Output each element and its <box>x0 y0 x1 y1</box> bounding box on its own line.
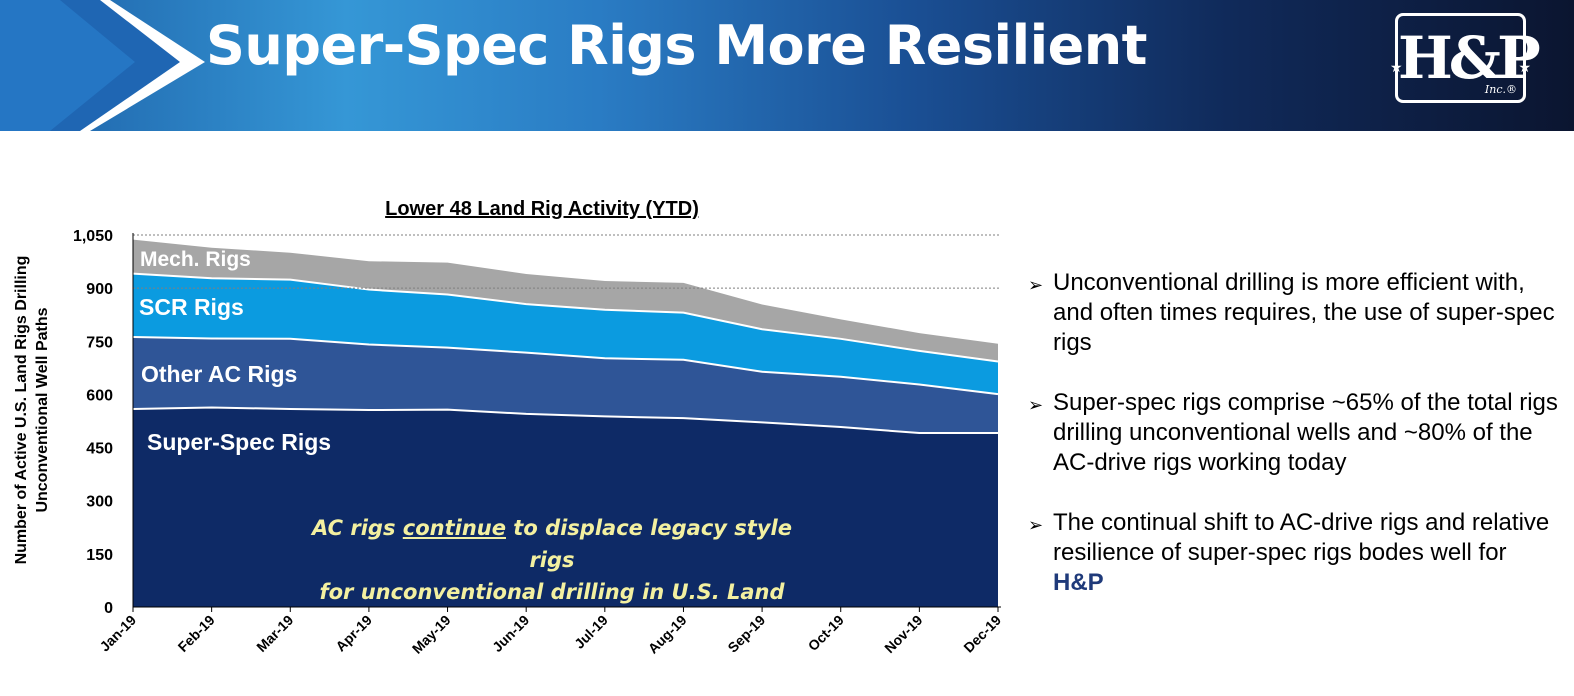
y-axis-label: Number of Active U.S. Land Rigs Drilling… <box>13 255 51 565</box>
series-boundary-line <box>132 272 999 363</box>
y-tick-label: 0 <box>104 600 113 617</box>
bullet-item: ➢ The continual shift to AC-drive rigs a… <box>1028 508 1558 598</box>
x-tick-label: Sep-19 <box>724 612 768 656</box>
x-tick-label: Nov-19 <box>881 612 925 656</box>
bullet-text: Super-spec rigs comprise ~65% of the tot… <box>1053 389 1558 476</box>
x-tick-label: Jun-19 <box>489 612 532 655</box>
y-tick-label: 150 <box>86 547 113 564</box>
arrowhead-bullet-icon: ➢ <box>1028 275 1044 295</box>
x-tick-label: Dec-19 <box>960 612 1004 656</box>
star-icon: ★ <box>1390 59 1403 75</box>
x-tick-label: May-19 <box>409 612 454 657</box>
arrowhead-bullet-icon: ➢ <box>1028 395 1044 415</box>
star-icon: ★ <box>1518 59 1531 75</box>
annotation-pre: AC rigs <box>312 516 403 540</box>
slide-title: Super-Spec Rigs More Resilient <box>206 14 1147 77</box>
y-tick-label: 600 <box>86 387 113 404</box>
logo-subtext: Inc.® <box>1484 83 1517 96</box>
x-tick-label: Oct-19 <box>805 612 847 654</box>
x-tick-label: Apr-19 <box>332 612 375 655</box>
x-tick-label: Jan-19 <box>96 612 139 655</box>
bullet-text: The continual shift to AC-drive rigs and… <box>1053 509 1550 566</box>
x-tick-label: Jul-19 <box>571 612 611 652</box>
hp-logo: ★ ★ H&P Inc.® <box>1390 13 1541 103</box>
series-boundary-line <box>132 406 998 435</box>
area-scr-rigs <box>133 273 998 395</box>
y-tick-label: 300 <box>86 494 113 511</box>
y-tick-label: 1,050 <box>73 228 113 245</box>
brand-name: H&P <box>1053 569 1104 596</box>
header-banner: Super-Spec Rigs More Resilient ★ ★ H&P I… <box>0 0 1574 131</box>
bullet-text: Unconventional drilling is more efficien… <box>1053 269 1555 356</box>
logo-text: H&P <box>1398 24 1541 92</box>
annotation-emphasis: continue <box>402 516 506 540</box>
x-tick-label: Feb-19 <box>175 612 218 655</box>
annotation-post: to displace legacy style rigs <box>505 516 792 572</box>
bullet-list: ➢ Unconventional drilling is more effici… <box>1028 268 1558 598</box>
arrowhead-bullet-icon: ➢ <box>1028 515 1044 535</box>
chart-title: Lower 48 Land Rig Activity (YTD) <box>385 198 699 220</box>
x-tick-label: Mar-19 <box>253 612 296 655</box>
y-tick-label: 900 <box>86 281 113 298</box>
bullet-item: ➢ Super-spec rigs comprise ~65% of the t… <box>1028 388 1558 478</box>
area-super-spec-rigs <box>133 407 998 607</box>
chevron-arrow-icon <box>0 0 205 131</box>
x-tick-label: Aug-19 <box>645 612 690 657</box>
series-boundary-line <box>132 336 999 396</box>
series-label-super-spec: Super-Spec Rigs <box>147 429 332 455</box>
chart-annotation: AC rigs continue to displace legacy styl… <box>292 512 812 608</box>
y-tick-label: 450 <box>86 441 113 458</box>
series-label-other-ac: Other AC Rigs <box>141 361 298 387</box>
series-label-scr: SCR Rigs <box>139 294 244 320</box>
series-label-mech: Mech. Rigs <box>140 248 251 271</box>
annotation-line2: for unconventional drilling in U.S. Land <box>319 580 785 604</box>
bullet-item: ➢ Unconventional drilling is more effici… <box>1028 268 1558 358</box>
y-tick-label: 750 <box>86 334 113 351</box>
